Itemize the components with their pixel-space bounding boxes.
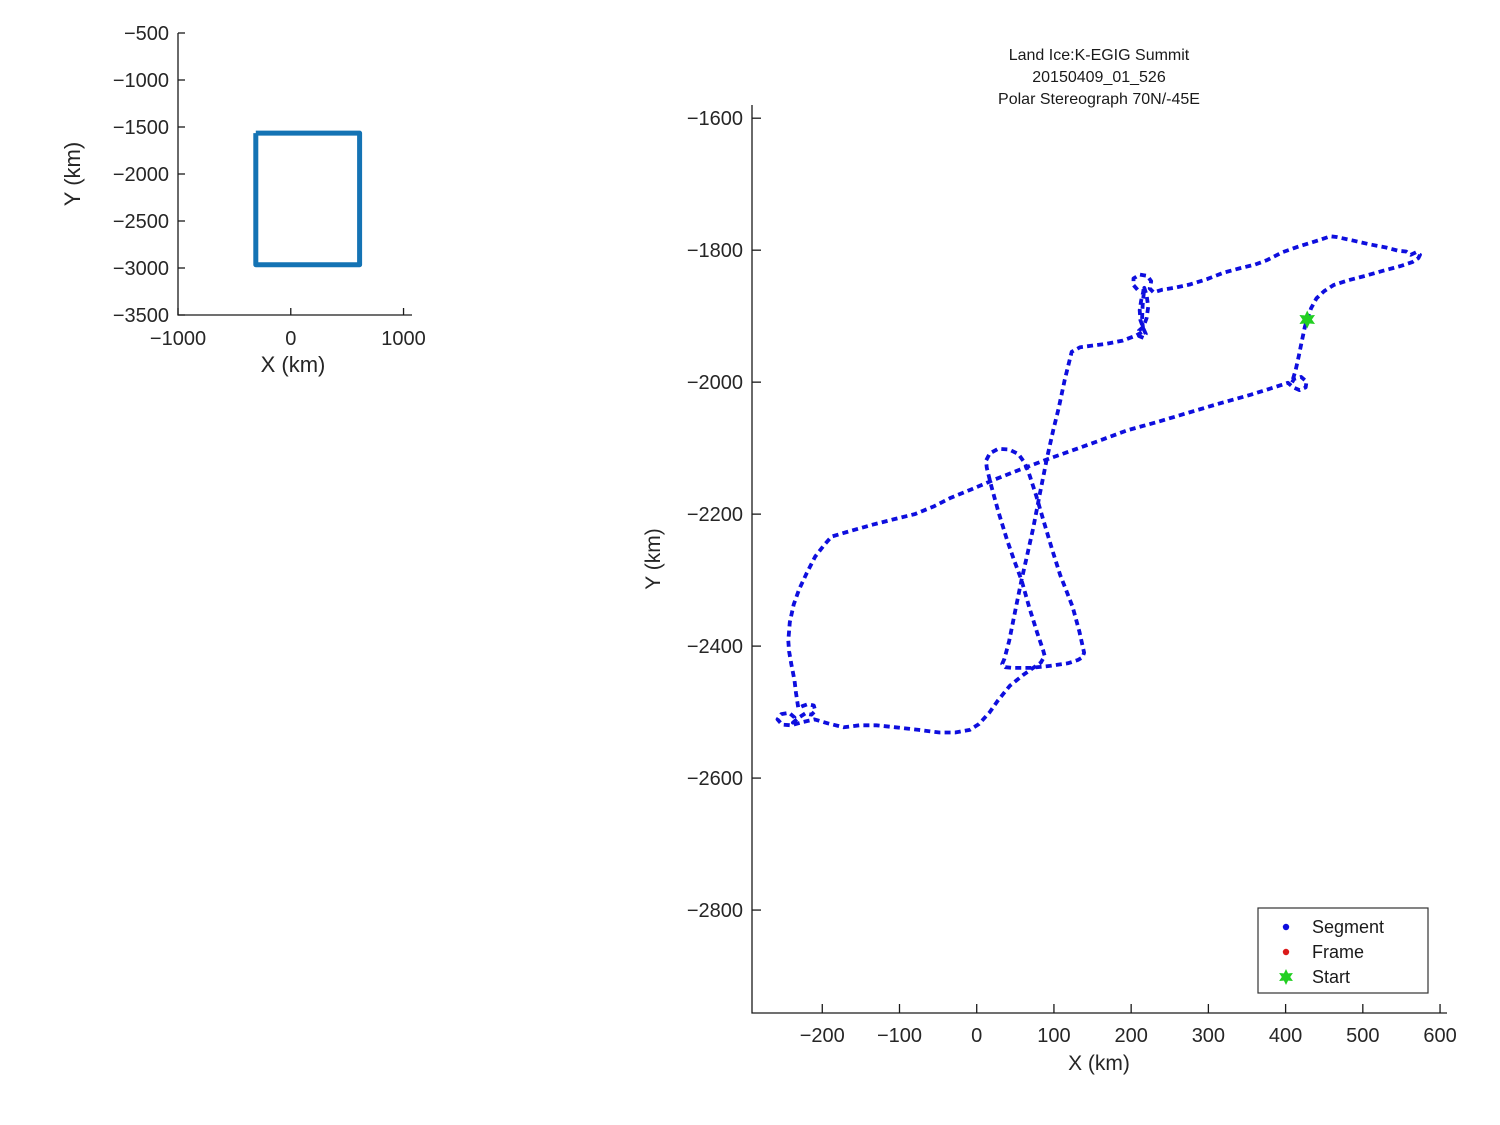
chart-title-line-1: Land Ice:K-EGIG Summit [1009, 47, 1190, 64]
y-tick-label: −1500 [113, 117, 169, 139]
x-tick-label: 0 [971, 1025, 982, 1047]
y-tick-label: −1800 [687, 240, 743, 262]
frame-legend-dot-icon [1282, 948, 1290, 956]
axis-spines [751, 105, 1447, 1014]
y-tick-label: −1000 [113, 70, 169, 92]
y-tick-label: −2500 [113, 211, 169, 233]
legend-label-segment: Segment [1312, 917, 1384, 937]
x-tick-label: 300 [1192, 1025, 1225, 1047]
x-tick-label: 0 [285, 328, 296, 350]
inset-xaxis-label: X (km) [261, 352, 326, 377]
start-legend-hexagram [1279, 969, 1293, 985]
main-xaxis-label: X (km) [1068, 1052, 1130, 1075]
flight-track-plot: −200 −100 0 100 200 300 400 500 600 −1600 −1800 −20… [687, 105, 1457, 1047]
y-tick-label: −2200 [687, 504, 743, 526]
y-tick-label: −1600 [687, 108, 743, 130]
inset-yaxis-label: Y (km) [60, 142, 85, 206]
y-tick-label: −500 [124, 23, 169, 45]
x-tick-label: −100 [877, 1025, 922, 1047]
legend-label-frame: Frame [1312, 942, 1364, 962]
overview-inset-plot: −1000 0 1000 −500 −1000 −1500 −2000 −2500 −3000 −… [113, 23, 426, 350]
x-tick-label: 500 [1346, 1025, 1379, 1047]
y-tick-label: −3000 [113, 258, 169, 280]
chart-title-line-3: Polar Stereograph 70N/-45E [998, 91, 1200, 108]
y-tick-label: −2600 [687, 768, 743, 790]
y-tick-label: −3500 [113, 305, 169, 327]
segment-track-path [775, 234, 1422, 735]
x-tick-label: 400 [1269, 1025, 1302, 1047]
x-tick-label: −1000 [150, 328, 206, 350]
main-yaxis-label: Y (km) [642, 528, 665, 589]
start-legend-hexagram-icon [1279, 969, 1293, 985]
legend: Segment Frame Start [1257, 907, 1429, 994]
x-tick-label: 600 [1423, 1025, 1456, 1047]
axis-spines [177, 33, 412, 316]
x-tick-label: 1000 [381, 328, 426, 350]
segment-legend-dot-icon [1282, 923, 1290, 931]
x-tick-label: 200 [1114, 1025, 1147, 1047]
y-tick-label: −2000 [687, 372, 743, 394]
y-tick-label: −2400 [687, 636, 743, 658]
start-marker [1299, 310, 1315, 329]
coverage-box-track-path [253, 130, 363, 268]
x-tick-label: −200 [800, 1025, 845, 1047]
x-tick-label: 100 [1037, 1025, 1070, 1047]
y-tick-label: −2800 [687, 900, 743, 922]
chart-title-line-2: 20150409_01_526 [1032, 69, 1166, 86]
legend-label-start: Start [1312, 967, 1350, 987]
y-tick-label: −2000 [113, 164, 169, 186]
